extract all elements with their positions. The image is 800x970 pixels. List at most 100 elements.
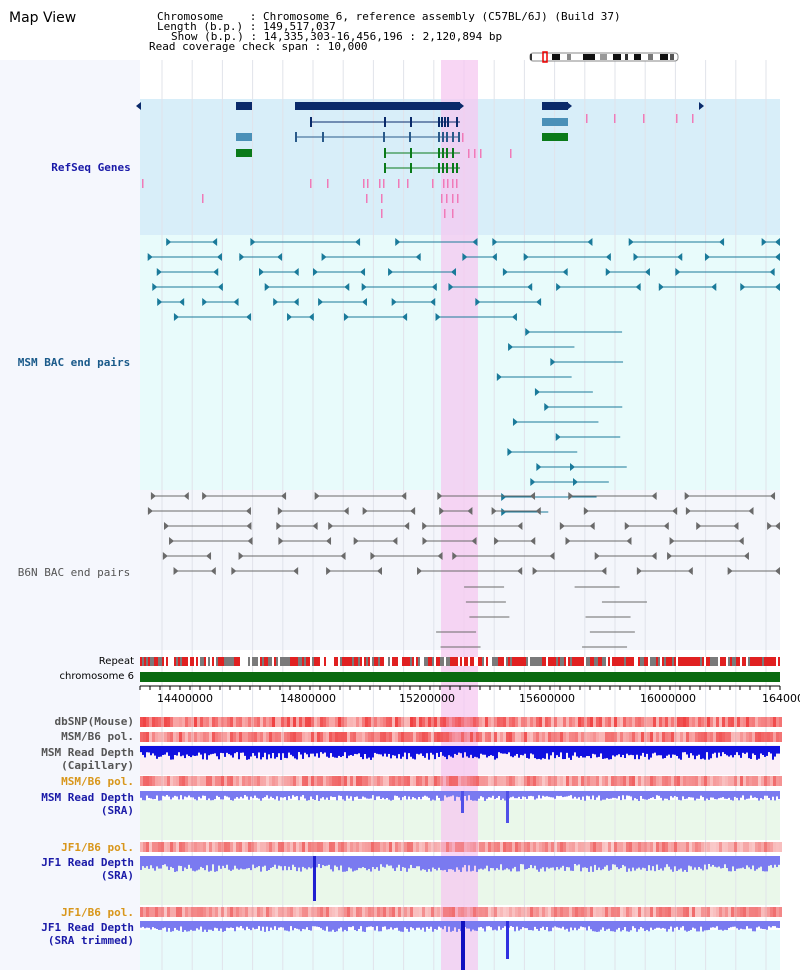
depth-bar <box>152 746 154 754</box>
bac-end-mark <box>163 522 169 530</box>
depth-bar <box>296 746 298 760</box>
depth-bar <box>540 921 542 929</box>
heat-cell <box>416 732 419 742</box>
depth-bar <box>362 921 364 932</box>
depth-bar <box>150 746 152 756</box>
heat-cell <box>611 776 614 786</box>
heat-cell <box>704 732 707 742</box>
heat-cell <box>617 717 620 727</box>
heat-cell <box>638 842 641 852</box>
heat-cell <box>587 776 590 786</box>
bac-end-mark <box>684 492 690 500</box>
bac-end-mark <box>767 522 773 530</box>
repeat-segment <box>558 657 560 666</box>
depth-bar <box>492 791 494 796</box>
heat-cell <box>341 717 344 727</box>
depth-bar <box>776 856 778 868</box>
depth-bar <box>154 921 156 929</box>
depth-bar <box>378 921 380 932</box>
heat-cell <box>626 842 629 852</box>
depth-bar <box>370 746 372 760</box>
heat-cell <box>260 842 263 852</box>
heat-cell <box>623 907 626 917</box>
heat-cell <box>377 717 380 727</box>
depth-bar <box>270 921 272 928</box>
repeat-segment <box>768 657 770 666</box>
repeat-segment <box>346 657 348 666</box>
heat-cell <box>611 842 614 852</box>
depth-bar <box>450 746 452 757</box>
heat-cell <box>680 717 683 727</box>
heat-cell <box>236 717 239 727</box>
depth-bar <box>416 856 418 867</box>
depth-bar <box>472 791 474 801</box>
depth-bar <box>658 746 660 756</box>
depth-bar <box>336 746 338 758</box>
heat-cell <box>305 776 308 786</box>
depth-bar <box>636 856 638 869</box>
heat-cell <box>542 717 545 727</box>
depth-bar <box>248 746 250 760</box>
depth-spike <box>506 921 509 959</box>
heat-cell <box>224 842 227 852</box>
depth-bar <box>672 791 674 798</box>
heat-cell <box>377 842 380 852</box>
depth-bar <box>544 856 546 872</box>
repeat-segment <box>646 657 648 666</box>
heat-cell <box>599 842 602 852</box>
bac-end-mark <box>448 283 454 291</box>
heat-cell <box>683 732 686 742</box>
depth-bar <box>718 791 720 799</box>
repeat-segment <box>772 657 774 666</box>
depth-bar <box>422 921 424 928</box>
depth-bar <box>566 746 568 753</box>
repeat-segment <box>448 657 450 666</box>
depth-bar <box>740 746 742 758</box>
heat-cell <box>521 842 524 852</box>
depth-bar <box>428 856 430 870</box>
heat-cell <box>389 776 392 786</box>
depth-bar <box>658 921 660 928</box>
depth-bar <box>360 921 362 927</box>
bac-end-mark <box>343 313 349 321</box>
repeat-segment <box>214 657 216 666</box>
heat-cell <box>458 907 461 917</box>
heat-cell <box>254 907 257 917</box>
depth-bar <box>516 746 518 754</box>
heat-cell <box>149 776 152 786</box>
heat-cell <box>608 717 611 727</box>
heat-cell <box>278 907 281 917</box>
heat-cell <box>605 776 608 786</box>
depth-bar <box>538 746 540 759</box>
depth-bar <box>688 746 690 758</box>
depth-bar <box>390 791 392 801</box>
depth-bar <box>560 921 562 929</box>
depth-bar <box>650 791 652 799</box>
bac-end-mark <box>658 283 664 291</box>
bac-end-mark <box>173 567 179 575</box>
heat-cell <box>284 842 287 852</box>
depth-bar <box>352 921 354 927</box>
depth-bar <box>262 791 264 799</box>
heat-cell <box>191 732 194 742</box>
refseq-mark <box>446 194 448 203</box>
depth-bar <box>266 856 268 871</box>
depth-bar <box>224 856 226 869</box>
depth-bar <box>426 921 428 927</box>
repeat-segment <box>354 657 356 666</box>
heat-cell <box>302 776 305 786</box>
depth-bar <box>304 746 306 753</box>
heat-cell <box>299 842 302 852</box>
heat-cell <box>584 842 587 852</box>
heat-cell <box>200 732 203 742</box>
repeat-segment <box>160 657 162 666</box>
depth-bar <box>216 856 218 872</box>
depth-bar <box>382 921 384 927</box>
depth-bar <box>434 921 436 930</box>
heat-cell <box>245 717 248 727</box>
depth-bar <box>310 856 312 869</box>
repeat-segment <box>232 657 234 666</box>
heat-cell <box>380 717 383 727</box>
repeat-segment <box>162 657 164 666</box>
